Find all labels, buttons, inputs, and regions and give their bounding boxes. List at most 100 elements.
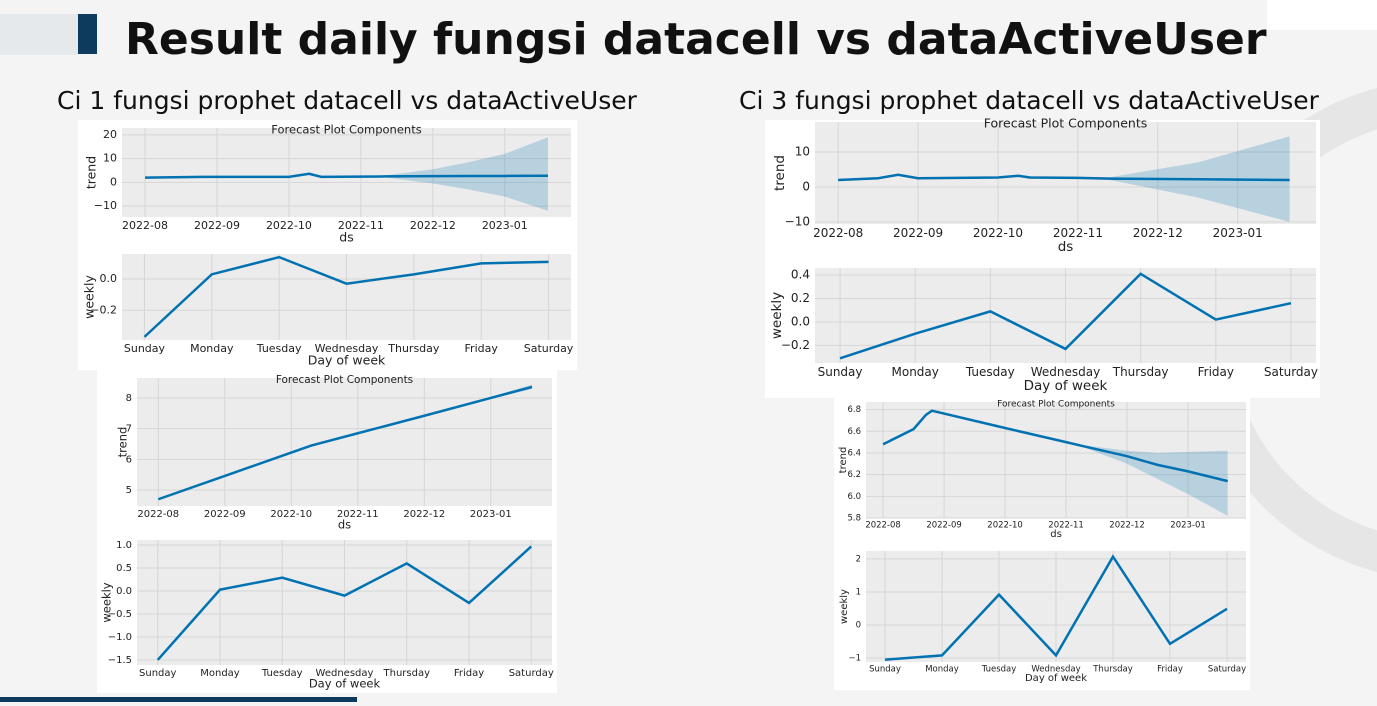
x-tick-label: Sunday <box>124 342 166 355</box>
y-tick-label: 0.0 <box>100 272 118 285</box>
y-tick-label: 1 <box>856 587 861 597</box>
line <box>884 554 1228 661</box>
x-tick-label: 2022-12 <box>410 219 456 232</box>
y-axis-label: trend <box>84 156 99 189</box>
y-tick-label: 0 <box>802 179 810 193</box>
x-tick-label: 2022-11 <box>1048 520 1084 530</box>
x-tick-label: 2022-12 <box>403 509 445 520</box>
line <box>838 173 1290 182</box>
x-tick-label: Thursday <box>383 668 431 679</box>
x-tick-label: 2023-01 <box>470 509 512 520</box>
slide-title: Result daily fungsi datacell vs dataActi… <box>125 14 1267 65</box>
plot-area <box>866 402 1246 518</box>
y-tick-label: 6.2 <box>847 470 861 480</box>
y-axis-label: trend <box>772 155 788 191</box>
y-tick-label: 2 <box>856 554 861 564</box>
x-tick-label: Saturday <box>1208 664 1246 674</box>
x-tick-label: Sunday <box>818 365 863 379</box>
x-tick-label: 2022-08 <box>137 509 179 520</box>
y-tick-label: 0.2 <box>791 291 810 305</box>
x-tick-label: 2022-11 <box>1053 226 1103 240</box>
x-tick-label: Saturday <box>509 668 554 679</box>
x-tick-label: 2022-09 <box>893 226 943 240</box>
y-axis-label: weekly <box>839 589 850 624</box>
x-tick-label: 2023-01 <box>1213 226 1263 240</box>
x-tick-label: Thursday <box>1092 664 1133 674</box>
y-tick-label: 0.4 <box>791 268 810 282</box>
x-tick-label: 2022-11 <box>338 219 384 232</box>
chart-title: Forecast Plot Components <box>276 374 413 386</box>
x-axis-label: ds <box>338 518 351 532</box>
x-tick-label: 2022-08 <box>813 226 863 240</box>
x-tick-label: Sunday <box>139 668 176 679</box>
x-tick-label: Tuesday <box>261 668 303 679</box>
y-tick-label: −0.5 <box>108 609 132 620</box>
x-tick-label: 2022-09 <box>194 219 240 232</box>
x-tick-label: Monday <box>200 668 240 679</box>
x-axis-label: ds <box>1058 239 1074 255</box>
title-bar <box>0 14 78 55</box>
chart-title: Forecast Plot Components <box>984 116 1147 131</box>
x-tick-label: Tuesday <box>256 342 302 355</box>
x-tick-label: 2022-09 <box>204 509 246 520</box>
y-tick-label: −1.5 <box>108 655 132 666</box>
x-tick-label: Thursday <box>387 342 440 355</box>
y-tick-label: 0 <box>856 621 861 631</box>
x-tick-label: Saturday <box>524 342 574 355</box>
subtitle: Ci 1 fungsi prophet datacell vs dataActi… <box>57 86 638 115</box>
x-tick-label: Friday <box>1157 664 1183 674</box>
x-tick-label: Wednesday <box>1031 365 1100 379</box>
y-tick-label: 5 <box>126 485 132 496</box>
x-tick-label: Thursday <box>1112 365 1169 379</box>
footer-bar <box>0 697 357 702</box>
y-tick-label: 0 <box>110 175 117 188</box>
line <box>839 272 1292 360</box>
line <box>882 409 1228 483</box>
plot-area <box>815 122 1316 224</box>
x-tick-label: 2022-10 <box>973 226 1023 240</box>
y-axis-label: trend <box>116 427 130 458</box>
uncertainty-band <box>145 137 548 211</box>
x-axis-label: Day of week <box>309 677 381 691</box>
y-tick-label: 7 <box>126 424 132 435</box>
y-axis-label: trend <box>838 447 849 474</box>
chart-title: Forecast Plot Components <box>271 123 421 137</box>
x-tick-label: 2023-01 <box>482 219 528 232</box>
line <box>157 385 533 501</box>
y-tick-label: 6 <box>126 454 132 465</box>
y-tick-label: −0.2 <box>90 303 117 316</box>
y-tick-label: −0.2 <box>781 338 810 352</box>
x-tick-label: Wednesday <box>1031 664 1080 674</box>
uncertainty-band <box>883 409 1228 516</box>
x-tick-label: 2022-08 <box>122 219 168 232</box>
x-axis-label: Day of week <box>1024 378 1108 394</box>
y-axis-label: weekly <box>82 275 97 319</box>
x-tick-label: 2022-08 <box>865 520 901 530</box>
y-tick-label: 6.6 <box>847 427 861 437</box>
x-tick-label: Monday <box>892 365 939 379</box>
x-tick-label: 2023-01 <box>1170 520 1206 530</box>
x-tick-label: Friday <box>1198 365 1234 379</box>
y-tick-label: 0.0 <box>116 586 132 597</box>
line <box>143 255 549 338</box>
title-mark <box>78 14 97 54</box>
y-tick-label: −1 <box>848 654 861 664</box>
x-tick-label: 2022-10 <box>987 520 1023 530</box>
x-tick-label: 2022-12 <box>1109 520 1145 530</box>
x-tick-label: Wednesday <box>316 668 374 679</box>
y-tick-label: 10 <box>795 145 810 159</box>
x-tick-label: 2022-12 <box>1133 226 1183 240</box>
y-tick-label: −1.0 <box>108 632 132 643</box>
y-tick-label: −10 <box>785 214 810 228</box>
y-tick-label: 6.0 <box>847 492 861 502</box>
chart-title: Forecast Plot Components <box>997 400 1115 410</box>
x-axis-label: ds <box>1050 529 1062 540</box>
x-axis-label: ds <box>339 229 353 244</box>
y-axis-label: weekly <box>769 292 785 339</box>
x-tick-label: Friday <box>465 342 499 355</box>
x-axis-label: Day of week <box>1025 673 1087 684</box>
line <box>145 172 548 179</box>
logo-box <box>1267 0 1377 30</box>
x-tick-label: 2022-10 <box>266 219 312 232</box>
